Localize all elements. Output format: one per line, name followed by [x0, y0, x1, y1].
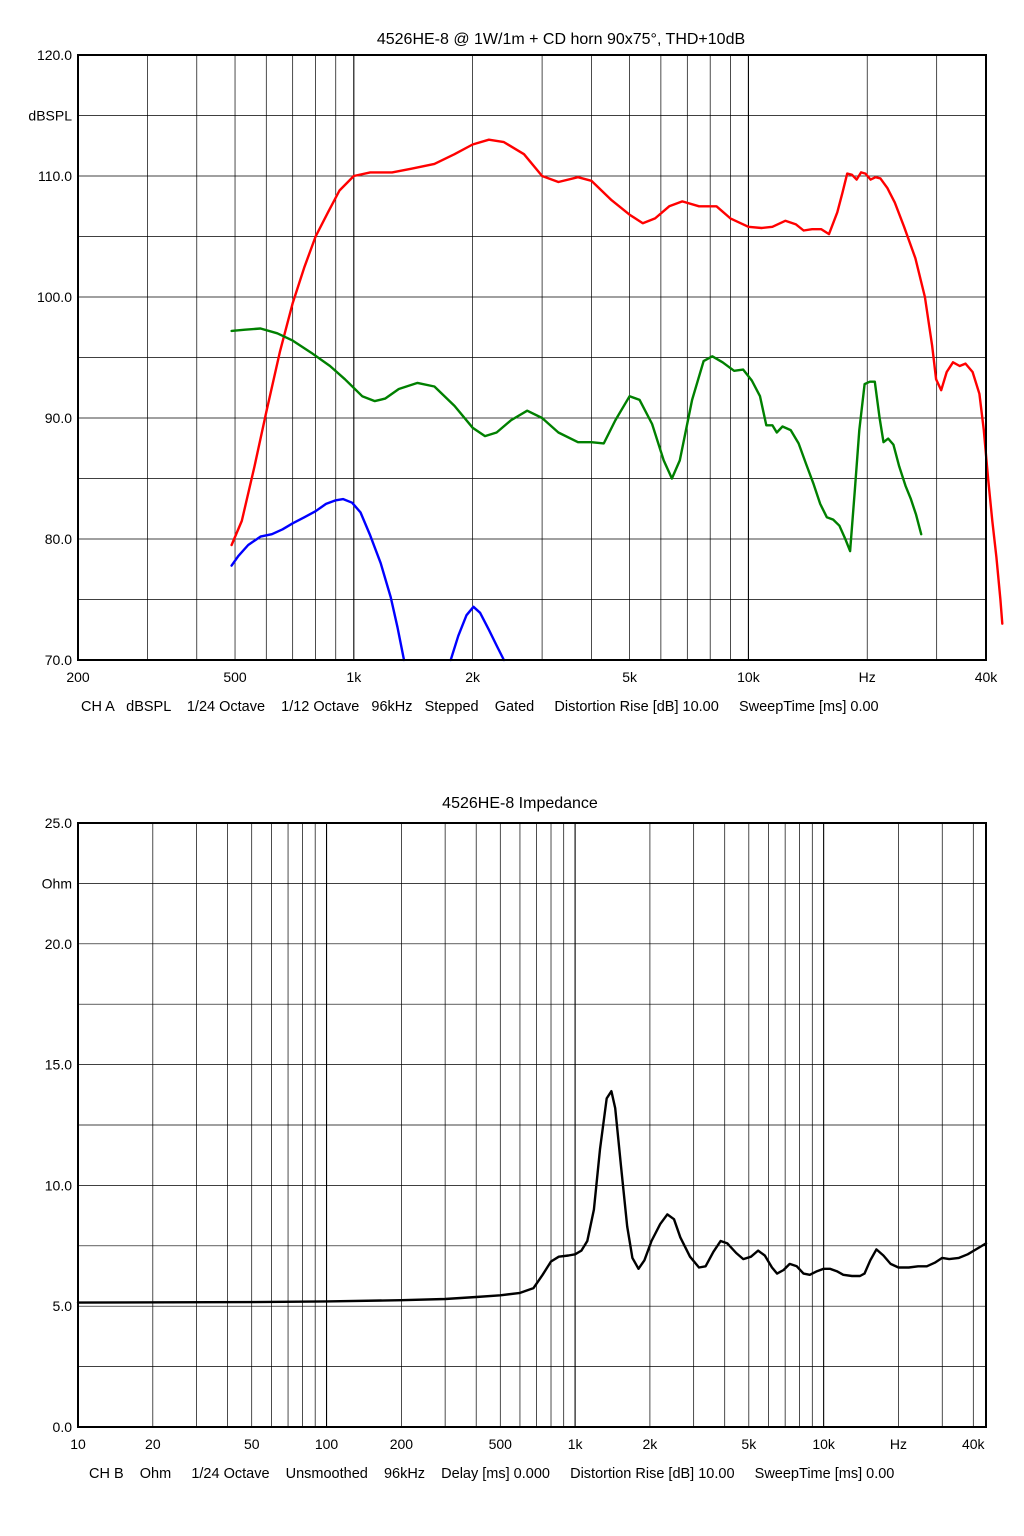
x-tick-label: 200 — [390, 1436, 414, 1452]
y-tick-label: 0.0 — [53, 1419, 73, 1435]
y-tick-label: 120.0 — [37, 47, 72, 63]
x-tick-label: 100 — [315, 1436, 339, 1452]
y-tick-label: 70.0 — [45, 652, 72, 668]
measurement-footer: CH B Ohm 1/24 Octave Unsmoothed 96kHz De… — [89, 1466, 894, 1482]
grid — [78, 55, 986, 660]
series-line-2 — [230, 497, 406, 662]
chart-title: 4526HE-8 @ 1W/1m + CD horn 90x75°, THD+1… — [377, 31, 745, 48]
x-tick-label: 10 — [70, 1436, 86, 1452]
y-tick-label: 10.0 — [45, 1177, 72, 1193]
x-tick-label: 50 — [244, 1436, 260, 1452]
y-tick-label: 5.0 — [53, 1298, 73, 1314]
y-tick-label: 80.0 — [45, 531, 72, 547]
y-axis-label: Ohm — [42, 875, 72, 891]
chart-title: 4526HE-8 Impedance — [442, 795, 598, 812]
x-tick-label: 2k — [643, 1436, 659, 1452]
grid — [78, 823, 986, 1427]
x-tick-label: 500 — [223, 669, 247, 685]
series-layer — [76, 1090, 988, 1304]
y-tick-label: 110.0 — [38, 168, 72, 184]
y-tick-label: 25.0 — [45, 815, 72, 831]
x-tick-label: 10k — [812, 1436, 836, 1452]
x-tick-label: 40k — [962, 1436, 986, 1452]
impedance-chart: 4526HE-8 Impedance 0.0 5.0 10.0 15.0 20.0 25.… — [42, 795, 988, 1482]
x-tick-label: 500 — [489, 1436, 513, 1452]
spl-chart: 4526HE-8 @ 1W/1m + CD horn 90x75°, THD+1… — [28, 31, 1004, 715]
y-tick-label: 90.0 — [45, 410, 72, 426]
series-line-0 — [230, 138, 1004, 625]
measurement-footer: CH A dBSPL 1/24 Octave 1/12 Octave 96kHz… — [81, 699, 879, 715]
x-tick-label: 40k — [975, 669, 999, 685]
plot-frame — [77, 54, 987, 661]
plot-frame — [77, 822, 987, 1428]
y-tick-label: 15.0 — [45, 1057, 72, 1073]
y-axis-label: dBSPL — [28, 108, 72, 124]
tick-labels: 70.0 80.0 90.0 100.0 110.0 120.0 200 500 1k 2k 5k 1… — [37, 47, 998, 685]
x-tick-label: 200 — [66, 669, 90, 685]
tick-labels: 0.0 5.0 10.0 15.0 20.0 25.0 10 20 50 100 200 500 1k 2… — [45, 815, 986, 1452]
series-line-3 — [449, 605, 506, 662]
x-tick-label: 10k — [737, 669, 761, 685]
x-unit-label: Hz — [859, 669, 876, 685]
x-unit-label: Hz — [890, 1436, 907, 1452]
y-tick-label: 20.0 — [45, 936, 72, 952]
y-tick-label: 100.0 — [37, 289, 72, 305]
x-tick-label: 2k — [465, 669, 481, 685]
series-line-0 — [76, 1090, 988, 1304]
series-line-1 — [230, 327, 923, 553]
x-tick-label: 1k — [568, 1436, 584, 1452]
x-tick-label: 20 — [145, 1436, 161, 1452]
x-tick-label: 5k — [741, 1436, 757, 1452]
x-tick-label: 1k — [346, 669, 362, 685]
x-tick-label: 5k — [622, 669, 638, 685]
series-layer — [230, 138, 1004, 662]
